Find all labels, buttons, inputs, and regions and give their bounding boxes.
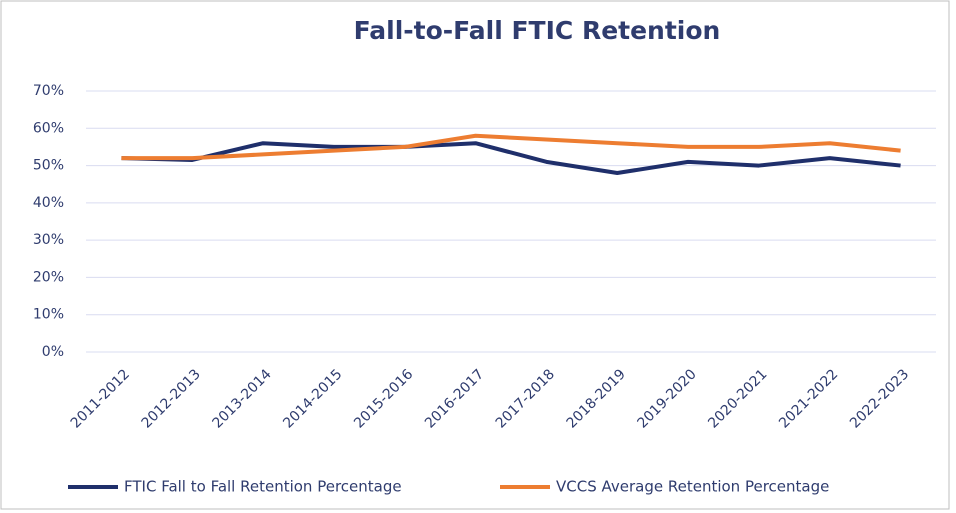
- y-tick-label: 70%: [33, 83, 64, 99]
- legend-label: FTIC Fall to Fall Retention Percentage: [124, 478, 402, 496]
- series-line: [121, 133, 901, 161]
- y-tick-label: 10%: [33, 307, 64, 323]
- y-tick-label: 30%: [33, 232, 64, 248]
- y-tick-label: 40%: [33, 195, 64, 211]
- legend-label: VCCS Average Retention Percentage: [556, 478, 829, 496]
- y-tick-label: 20%: [33, 269, 64, 285]
- y-tick-label: 50%: [33, 158, 64, 174]
- chart-title: Fall-to-Fall FTIC Retention: [354, 16, 721, 45]
- y-tick-label: 60%: [33, 120, 64, 136]
- series-line: [121, 141, 901, 176]
- y-tick-label: 0%: [42, 344, 64, 360]
